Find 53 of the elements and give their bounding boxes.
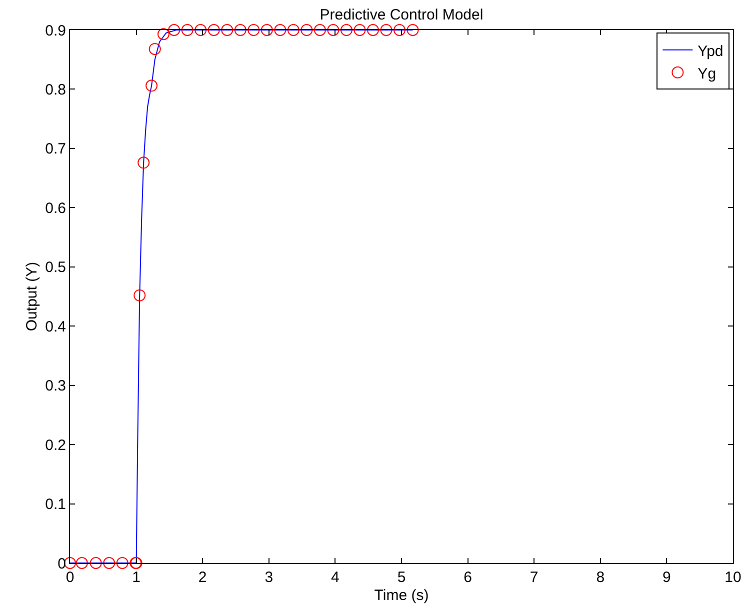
point (314, 24, 326, 36)
x-tick-label: 9 (662, 569, 671, 586)
x-tick-label: 8 (596, 569, 605, 586)
point (340, 24, 352, 36)
point (168, 24, 180, 36)
x-tick-label: 6 (464, 569, 472, 586)
y-tick-label: 0.6 (45, 200, 66, 217)
y-tick-label: 0.2 (45, 436, 66, 454)
point (248, 24, 260, 36)
point (90, 557, 102, 569)
point (103, 557, 116, 569)
point (148, 42, 161, 55)
point (366, 24, 379, 36)
point (208, 24, 220, 36)
legend-label: Ypd (698, 42, 724, 60)
x-tick-label: 3 (264, 569, 274, 586)
y-tick-label: 0.4 (45, 318, 66, 336)
y-tick-label: 0.5 (45, 259, 66, 276)
point (406, 24, 419, 36)
point (76, 557, 88, 569)
point (138, 156, 150, 169)
y-tick-label: 0.1 (45, 496, 66, 514)
point (394, 24, 406, 36)
point (380, 24, 392, 36)
point (134, 289, 146, 302)
x-tick-label: 10 (724, 569, 742, 586)
y-axis-title: Output (Y) (23, 262, 40, 332)
x-tick-label: 2 (198, 569, 207, 586)
point (181, 24, 194, 36)
point (274, 24, 286, 36)
x-tick-label: 7 (530, 569, 538, 586)
point (234, 24, 246, 36)
y-tick-label: 0.7 (45, 140, 66, 158)
point (194, 24, 207, 36)
point (354, 24, 366, 36)
legend-label: Yg (698, 65, 716, 82)
x-tick-label: 4 (331, 569, 340, 586)
x-tick-label: 5 (397, 569, 406, 586)
point (157, 28, 170, 40)
x-axis-title: Time (s) (374, 587, 429, 604)
point (221, 24, 234, 36)
y-tick-label: 0.8 (45, 81, 66, 98)
point (300, 24, 313, 36)
point (116, 557, 128, 569)
y-tick-label: 0.3 (45, 378, 66, 395)
x-tick-label: 1 (132, 569, 140, 586)
y-tick-label: 0 (58, 555, 66, 572)
point (146, 80, 158, 92)
y-tick-label: 0.9 (45, 22, 66, 40)
point (260, 24, 273, 36)
point (327, 24, 340, 36)
chart-title: Predictive Control Model (320, 6, 484, 24)
point (287, 24, 300, 36)
